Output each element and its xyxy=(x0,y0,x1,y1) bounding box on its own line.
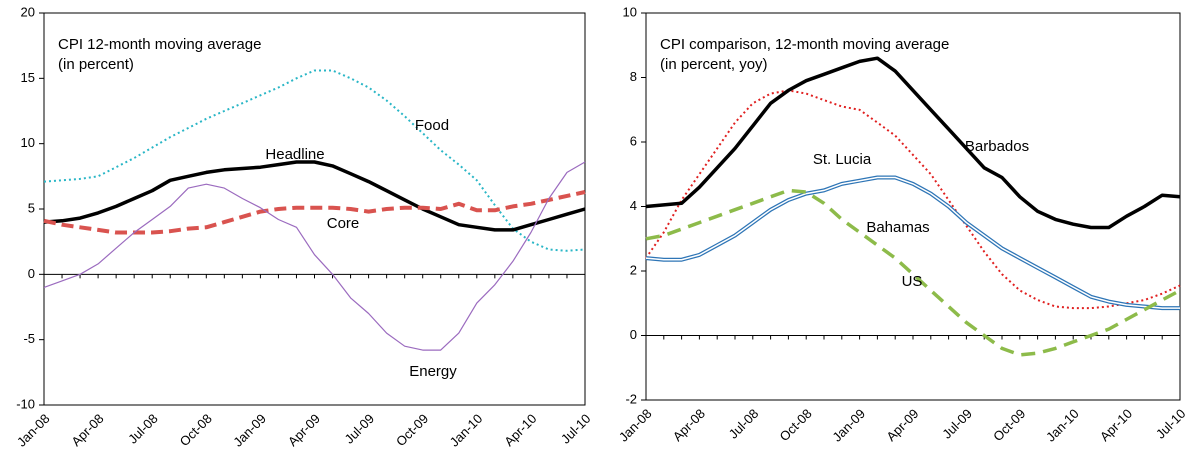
y-tick-label: -10 xyxy=(16,396,35,411)
series-label: Headline xyxy=(265,146,324,163)
series-line-core xyxy=(645,176,1180,309)
series-line xyxy=(43,69,586,252)
y-tick-label: -2 xyxy=(625,391,637,406)
series-label: Core xyxy=(327,215,360,232)
x-tick-label: Oct-09 xyxy=(990,406,1028,444)
x-tick-label: Apr-08 xyxy=(68,411,106,449)
x-tick-label: Jan-10 xyxy=(1043,406,1082,445)
series-label: US xyxy=(902,273,923,290)
x-tick-label: Oct-09 xyxy=(393,411,431,449)
chart-subtitle: (in percent) xyxy=(58,56,134,73)
x-tick-label: Jul-09 xyxy=(939,406,975,442)
y-tick-label: -5 xyxy=(23,331,35,346)
x-tick-label: Apr-10 xyxy=(501,411,539,449)
x-tick-label: Jan-08 xyxy=(14,411,53,450)
series-line xyxy=(645,89,1181,310)
x-tick-label: Oct-08 xyxy=(177,411,215,449)
y-tick-label: 20 xyxy=(21,4,35,19)
x-tick-label: Apr-08 xyxy=(670,406,708,444)
x-tick-label: Jul-10 xyxy=(558,411,594,447)
x-tick-label: Jul-08 xyxy=(726,406,762,442)
x-tick-label: Apr-10 xyxy=(1097,406,1135,444)
y-tick-label: 4 xyxy=(630,198,637,213)
series-label: St. Lucia xyxy=(813,151,872,168)
x-tick-label: Jan-09 xyxy=(829,406,868,445)
chart-subtitle: (in percent, yoy) xyxy=(660,56,768,73)
y-tick-label: 10 xyxy=(21,135,35,150)
series-label: Bahamas xyxy=(866,219,929,236)
series-label: Food xyxy=(415,117,449,134)
series-line xyxy=(645,56,1181,230)
y-tick-label: 2 xyxy=(630,262,637,277)
x-tick-label: Oct-08 xyxy=(777,406,815,444)
series-label: Barbados xyxy=(965,138,1029,155)
x-tick-label: Jan-09 xyxy=(230,411,269,450)
x-tick-label: Apr-09 xyxy=(285,411,323,449)
y-tick-label: 8 xyxy=(630,69,637,84)
y-tick-label: 5 xyxy=(28,200,35,215)
chart-title: CPI 12-month moving average xyxy=(58,36,261,53)
x-tick-label: Jan-08 xyxy=(616,406,655,445)
y-tick-label: 10 xyxy=(623,4,637,19)
series-line xyxy=(645,188,1181,357)
series-label: Energy xyxy=(409,363,457,380)
y-tick-label: 15 xyxy=(21,70,35,85)
x-tick-label: Jul-09 xyxy=(341,411,377,447)
y-tick-label: 6 xyxy=(630,133,637,148)
x-tick-label: Jan-10 xyxy=(447,411,486,450)
series-line xyxy=(43,190,586,235)
series-line xyxy=(43,160,586,232)
chart-title: CPI comparison, 12-month moving average xyxy=(660,36,949,53)
x-tick-label: Jul-10 xyxy=(1153,406,1185,442)
x-tick-label: Jul-08 xyxy=(125,411,161,447)
series-line xyxy=(43,161,586,351)
y-tick-label: 0 xyxy=(630,327,637,342)
x-tick-label: Apr-09 xyxy=(883,406,921,444)
y-tick-label: 0 xyxy=(28,266,35,281)
